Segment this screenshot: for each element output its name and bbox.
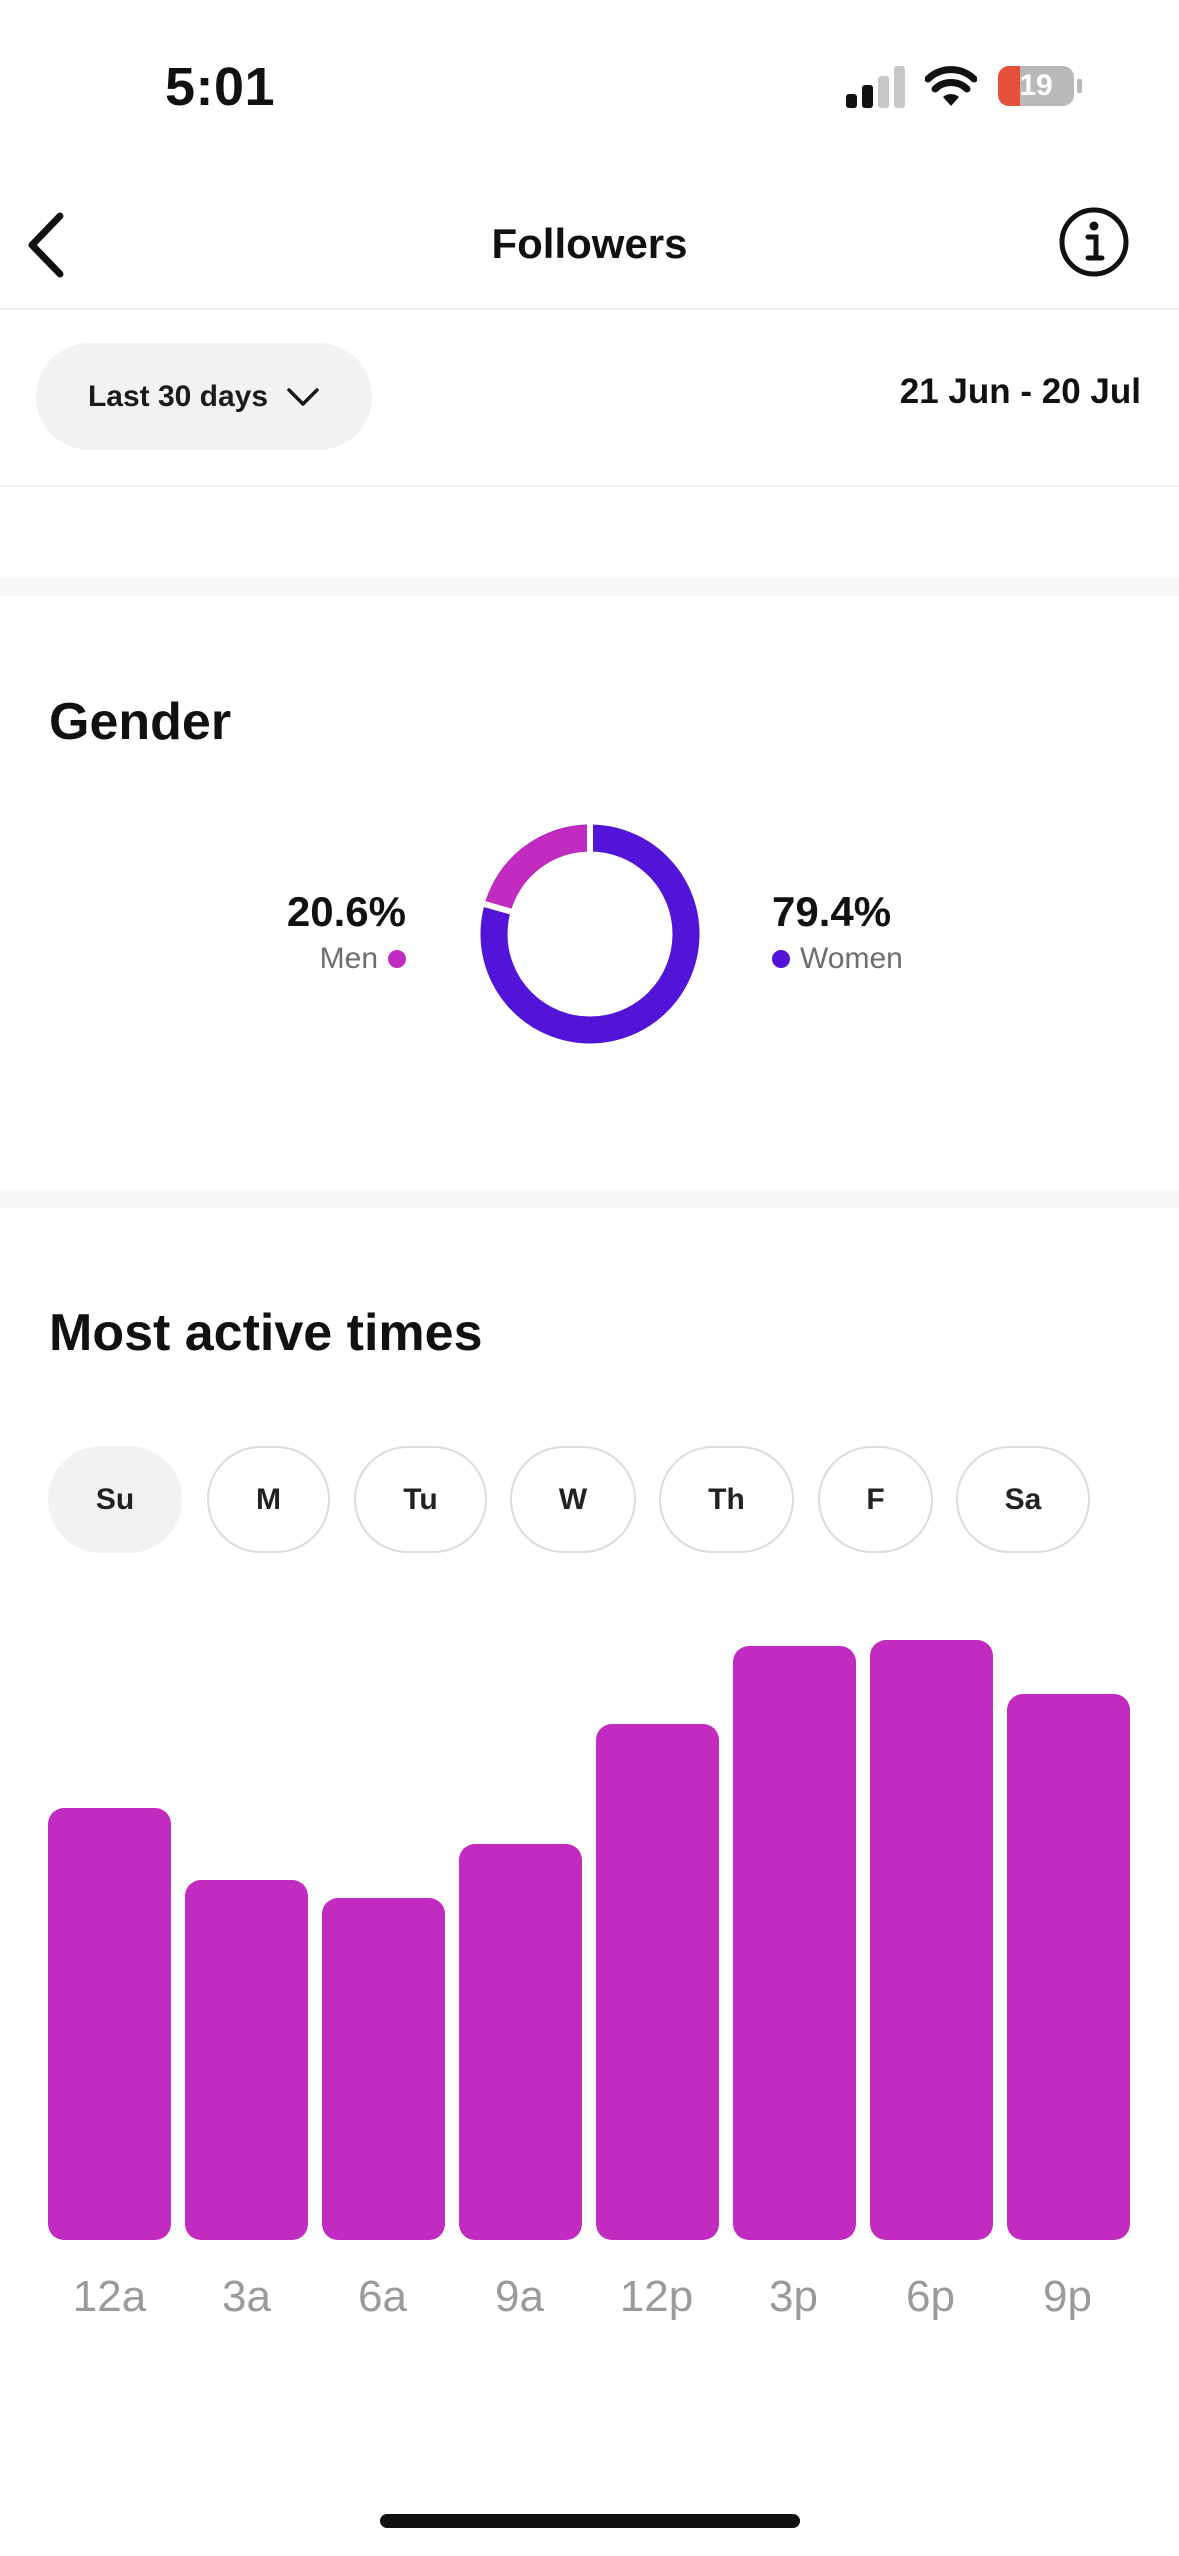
chevron-down-icon — [287, 387, 319, 406]
bar-3p — [733, 1646, 856, 2240]
day-pill-w[interactable]: W — [510, 1446, 636, 1553]
page-title: Followers — [491, 220, 688, 267]
bar-9a — [459, 1844, 582, 2240]
women-legend: Women — [772, 942, 903, 976]
cellular-signal-icon — [846, 66, 905, 108]
active-times-bar-chart — [48, 1640, 1130, 2240]
home-indicator — [380, 2514, 800, 2528]
time-label: 6p — [906, 2272, 955, 2321]
filter-divider — [0, 485, 1179, 487]
men-color-dot — [388, 950, 406, 968]
bar-3a — [185, 1880, 308, 2240]
men-percent: 20.6% — [286, 888, 406, 935]
wifi-icon — [925, 66, 977, 106]
gender-donut-chart — [480, 822, 700, 1044]
battery-indicator: 19 — [998, 66, 1082, 106]
bar-12p — [596, 1724, 719, 2240]
women-color-dot — [772, 950, 790, 968]
bar-12a — [48, 1808, 171, 2240]
time-label: 3a — [222, 2272, 271, 2321]
time-label: 12a — [72, 2272, 147, 2321]
bar-6p — [870, 1640, 993, 2240]
day-pill-f[interactable]: F — [818, 1446, 933, 1553]
bar-9p — [1007, 1694, 1130, 2240]
status-time: 5:01 — [165, 57, 276, 117]
women-percent: 79.4% — [772, 888, 892, 935]
time-label: 6a — [358, 2272, 407, 2321]
date-range-dropdown[interactable]: Last 30 days — [36, 343, 372, 450]
date-range-dropdown-label: Last 30 days — [87, 379, 269, 413]
section-separator — [0, 1190, 1179, 1208]
back-button[interactable] — [20, 200, 100, 290]
time-label: 3p — [769, 2272, 818, 2321]
women-stat: 79.4% Women — [772, 888, 903, 976]
gender-title: Gender — [49, 693, 232, 751]
men-label: Men — [319, 942, 378, 975]
day-pill-su[interactable]: Su — [48, 1446, 182, 1553]
women-label: Women — [800, 942, 903, 975]
time-label: 9a — [495, 2272, 544, 2321]
men-segment — [484, 824, 591, 912]
day-pill-m[interactable]: M — [207, 1446, 330, 1553]
date-range-text: 21 Jun - 20 Jul — [899, 372, 1141, 411]
battery-icon — [998, 66, 1082, 106]
chevron-left-icon — [28, 212, 64, 278]
men-legend: Men — [287, 942, 406, 976]
men-stat: 20.6% Men — [287, 888, 406, 976]
time-label: 9p — [1043, 2272, 1092, 2321]
info-button[interactable] — [1058, 206, 1130, 278]
battery-level: 19 — [1019, 69, 1053, 102]
section-separator — [0, 578, 1179, 596]
segment-gap — [481, 900, 514, 916]
day-pill-tu[interactable]: Tu — [354, 1446, 487, 1553]
active-times-title: Most active times — [49, 1304, 483, 1362]
day-pill-sa[interactable]: Sa — [956, 1446, 1090, 1553]
day-pill-th[interactable]: Th — [659, 1446, 794, 1553]
time-label: 12p — [619, 2272, 694, 2321]
bar-6a — [322, 1898, 445, 2240]
header-divider — [0, 308, 1179, 310]
